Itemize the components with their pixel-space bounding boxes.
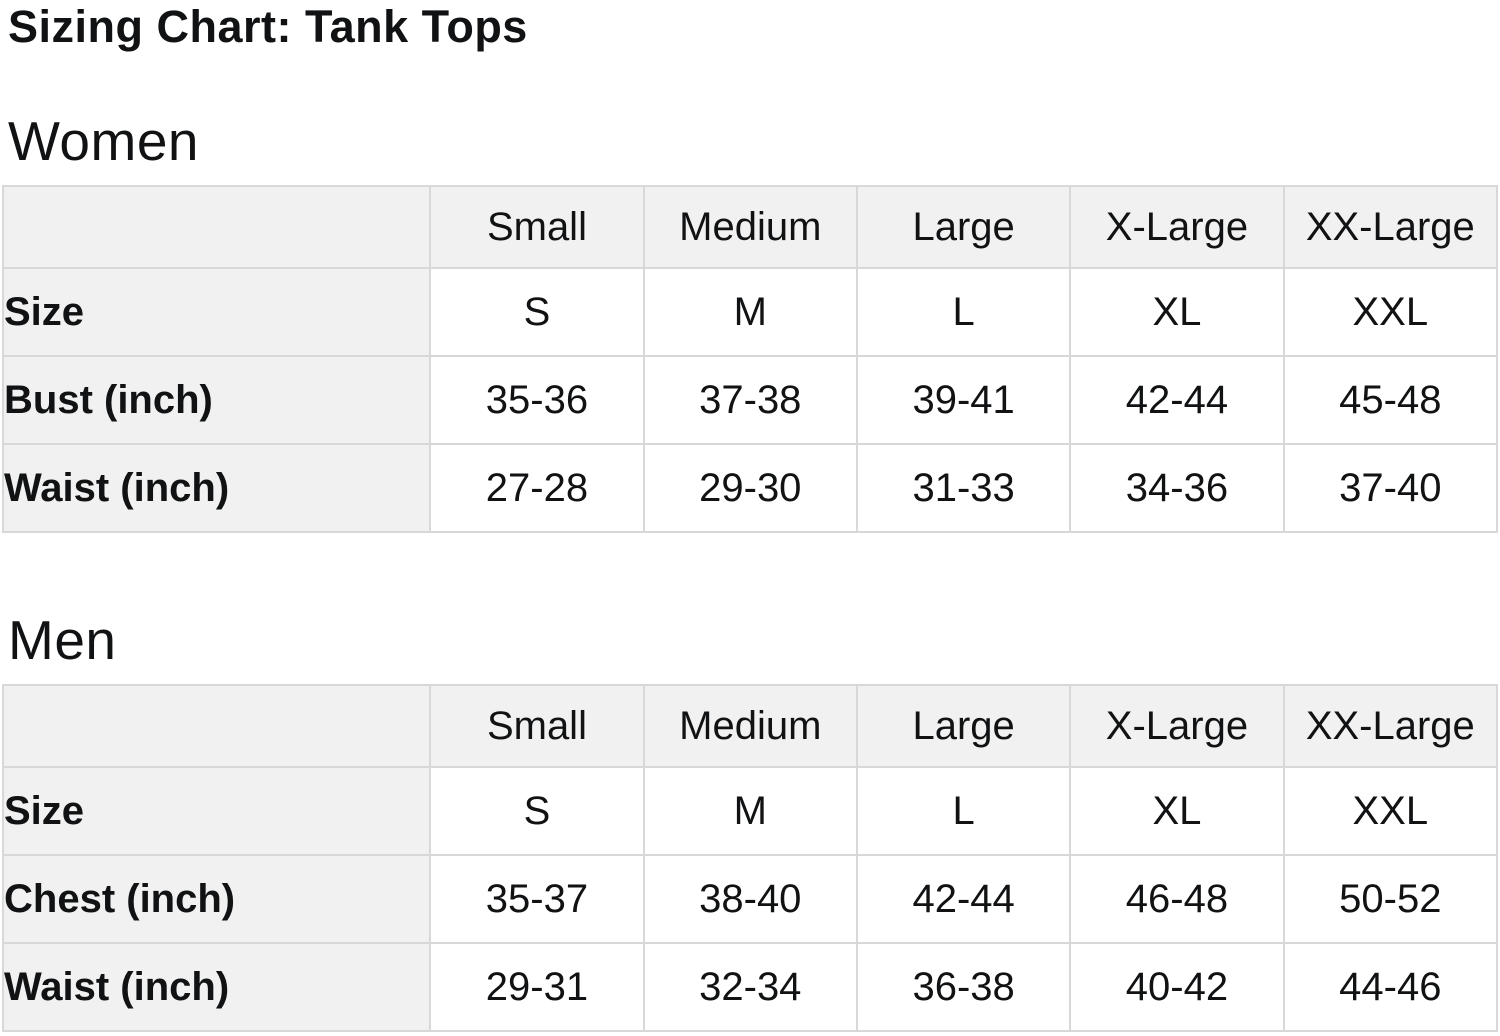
row-label: Waist (inch) [1,942,432,1032]
empty-corner-cell [1,684,432,768]
value-cell: 40-42 [1069,942,1285,1032]
column-header-x-large: X-Large [1069,684,1285,768]
value-cell: M [642,267,858,357]
column-header-large: Large [855,684,1072,768]
value-cell: 35-37 [429,854,645,944]
table-row-waist: Waist (inch) 27-28 29-30 31-33 34-36 37-… [1,443,1499,533]
value-cell: 42-44 [855,854,1072,944]
section-heading-men: Men [8,609,117,671]
value-cell: 35-36 [429,355,645,445]
value-cell: 46-48 [1069,854,1285,944]
table-header-row: Small Medium Large X-Large XX-Large [1,185,1499,269]
column-header-medium: Medium [642,185,858,269]
men-size-table: Small Medium Large X-Large XX-Large Size… [1,684,1499,1032]
value-cell: 31-33 [855,443,1072,533]
value-cell: 37-40 [1282,443,1499,533]
value-cell: S [429,267,645,357]
page-title: Sizing Chart: Tank Tops [8,1,528,52]
table-row-size: Size S M L XL XXL [1,766,1499,856]
value-cell: 29-30 [642,443,858,533]
value-cell: XXL [1282,766,1499,856]
value-cell: M [642,766,858,856]
section-heading-women: Women [8,110,199,172]
value-cell: 38-40 [642,854,858,944]
value-cell: 29-31 [429,942,645,1032]
value-cell: 39-41 [855,355,1072,445]
column-header-xx-large: XX-Large [1282,185,1499,269]
table-row-bust: Bust (inch) 35-36 37-38 39-41 42-44 45-4… [1,355,1499,445]
value-cell: XL [1069,267,1285,357]
value-cell: L [855,267,1072,357]
column-header-small: Small [429,684,645,768]
column-header-medium: Medium [642,684,858,768]
value-cell: 42-44 [1069,355,1285,445]
row-label: Chest (inch) [1,854,432,944]
value-cell: 50-52 [1282,854,1499,944]
row-label: Size [1,766,432,856]
value-cell: 37-38 [642,355,858,445]
value-cell: 44-46 [1282,942,1499,1032]
value-cell: L [855,766,1072,856]
column-header-xx-large: XX-Large [1282,684,1499,768]
row-label: Bust (inch) [1,355,432,445]
empty-corner-cell [1,185,432,269]
value-cell: XL [1069,766,1285,856]
value-cell: 36-38 [855,942,1072,1032]
table-row-waist: Waist (inch) 29-31 32-34 36-38 40-42 44-… [1,942,1499,1032]
column-header-small: Small [429,185,645,269]
value-cell: 27-28 [429,443,645,533]
table-row-chest: Chest (inch) 35-37 38-40 42-44 46-48 50-… [1,854,1499,944]
column-header-x-large: X-Large [1069,185,1285,269]
value-cell: XXL [1282,267,1499,357]
value-cell: 45-48 [1282,355,1499,445]
table-header-row: Small Medium Large X-Large XX-Large [1,684,1499,768]
row-label: Size [1,267,432,357]
row-label: Waist (inch) [1,443,432,533]
table-row-size: Size S M L XL XXL [1,267,1499,357]
column-header-large: Large [855,185,1072,269]
women-size-table: Small Medium Large X-Large XX-Large Size… [1,185,1499,533]
value-cell: S [429,766,645,856]
value-cell: 34-36 [1069,443,1285,533]
value-cell: 32-34 [642,942,858,1032]
